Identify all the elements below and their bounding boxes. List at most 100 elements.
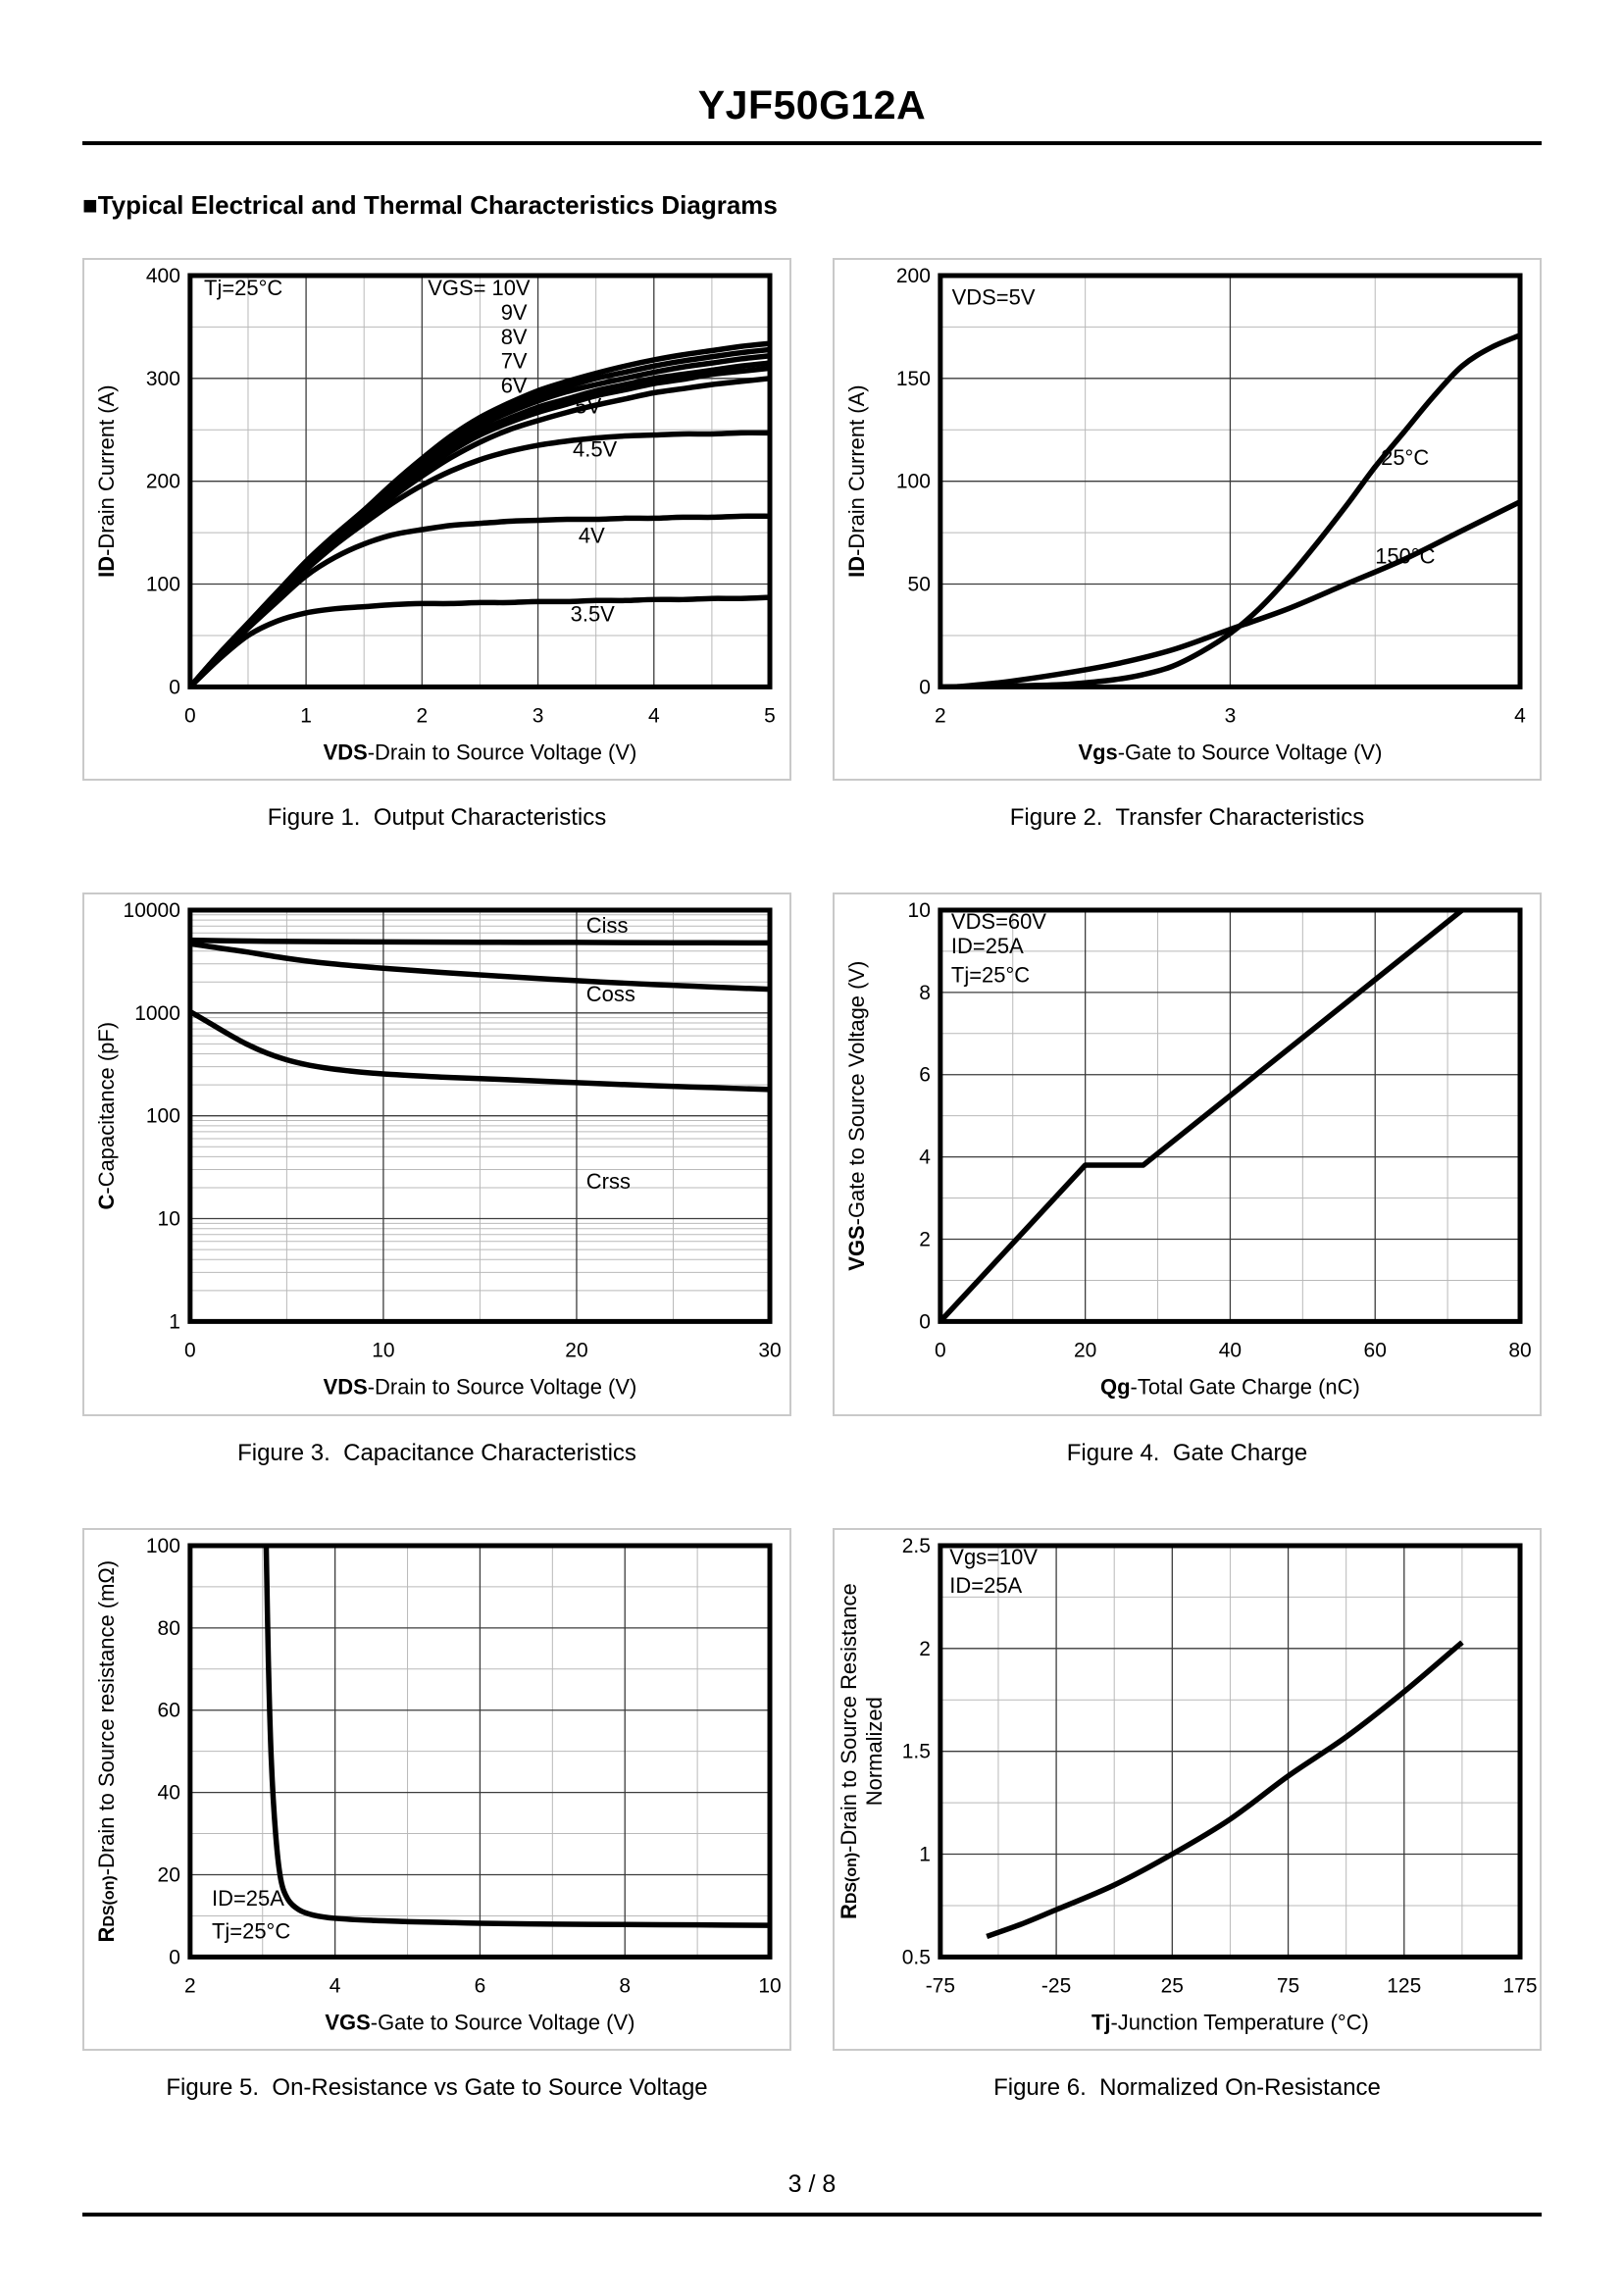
svg-text:4: 4: [919, 1147, 931, 1169]
svg-text:60: 60: [158, 1699, 180, 1721]
chart-panel-2: 2 3 4 0 50 100 150 200 Vgs-Gate to Source Voltag…: [833, 258, 1542, 782]
svg-text:Vgs=10V: Vgs=10V: [949, 1544, 1038, 1568]
svg-text:80: 80: [158, 1616, 180, 1639]
svg-text:6: 6: [475, 1974, 486, 1997]
svg-text:0: 0: [169, 676, 180, 698]
svg-text:5: 5: [764, 704, 776, 727]
svg-text:RDS(on)-Drain to Source resist: RDS(on)-Drain to Source resistance (mΩ): [94, 1559, 119, 1942]
chart-panel-1: 0 1 2 3 4 5 0 100 200 300 400 VDS-Drain to Source V…: [82, 258, 791, 782]
svg-text:1.5: 1.5: [902, 1740, 931, 1762]
figure-block-1: 0 1 2 3 4 5 0 100 200 300 400 VDS-Drain to Source V…: [82, 258, 791, 832]
section-heading: ■Typical Electrical and Thermal Characte…: [82, 190, 778, 220]
svg-text:6V: 6V: [501, 374, 528, 398]
svg-text:60: 60: [1364, 1340, 1387, 1362]
capacitance-characteristics-chart: 0 10 20 30 1 10 100 1000 10000 VDS-Drain to Sourc…: [94, 899, 782, 1400]
svg-text:4: 4: [648, 704, 660, 727]
svg-text:Normalized: Normalized: [862, 1697, 887, 1806]
svg-text:RDS(on)-Drain to Source Resist: RDS(on)-Drain to Source Resistance: [837, 1583, 861, 1919]
svg-text:0.5: 0.5: [902, 1946, 931, 1968]
page-number: 3 / 8: [787, 2169, 837, 2198]
transfer-characteristics-chart: 2 3 4 0 50 100 150 200 Vgs-Gate to Source Voltag…: [844, 265, 1526, 764]
svg-text:Ciss: Ciss: [586, 913, 629, 938]
svg-text:Tj=25°C: Tj=25°C: [204, 276, 282, 300]
svg-text:10: 10: [372, 1340, 394, 1362]
svg-text:40: 40: [158, 1781, 180, 1804]
svg-text:8V: 8V: [501, 325, 528, 349]
gate-charge-chart: 0 20 40 60 80 0 2 4 6 8 10 Qg-Total Gate Charge (nC…: [844, 899, 1532, 1400]
svg-text:10: 10: [758, 1974, 781, 1997]
svg-text:20: 20: [158, 1863, 180, 1886]
svg-text:VDS-Drain to Source Voltage (: VDS-Drain to Source Voltage (V): [324, 1375, 637, 1400]
svg-text:2: 2: [184, 1974, 196, 1997]
svg-text:100: 100: [896, 471, 931, 493]
svg-text:10: 10: [908, 899, 931, 922]
svg-text:10: 10: [158, 1208, 180, 1231]
chart-panel-4: 0 20 40 60 80 0 2 4 6 8 10 Qg-Total Gate Charge (nC…: [833, 892, 1542, 1416]
svg-text:8: 8: [619, 1974, 631, 1997]
svg-text:150: 150: [896, 368, 931, 390]
svg-text:75: 75: [1277, 1974, 1299, 1997]
svg-text:150°C: 150°C: [1375, 544, 1435, 569]
svg-text:0: 0: [169, 1946, 180, 1968]
svg-text:10000: 10000: [124, 899, 180, 922]
svg-text:20: 20: [1074, 1340, 1096, 1362]
svg-text:2: 2: [416, 704, 428, 727]
svg-text:VDS=5V: VDS=5V: [952, 284, 1036, 309]
svg-text:ID-Drain Current (A): ID-Drain Current (A): [844, 384, 869, 577]
svg-text:Qg-Total Gate Charge (nC): Qg-Total Gate Charge (nC): [1100, 1375, 1360, 1400]
svg-text:1: 1: [300, 704, 312, 727]
svg-text:7V: 7V: [501, 348, 528, 373]
figure-block-2: 2 3 4 0 50 100 150 200 Vgs-Gate to Source Voltag…: [833, 258, 1542, 832]
svg-text:Tj=25°C: Tj=25°C: [212, 1918, 290, 1943]
svg-text:VGS= 10V: VGS= 10V: [428, 276, 531, 300]
svg-text:4: 4: [330, 1974, 341, 1997]
svg-text:ID=25A: ID=25A: [949, 1573, 1022, 1598]
svg-text:1: 1: [169, 1311, 180, 1334]
svg-text:ID=25A: ID=25A: [212, 1885, 284, 1910]
svg-text:-75: -75: [926, 1974, 955, 1997]
svg-text:125: 125: [1387, 1974, 1421, 1997]
svg-text:Coss: Coss: [586, 982, 635, 1006]
svg-text:3: 3: [533, 704, 544, 727]
figure-caption-1: Figure 1. Output Characteristics: [267, 804, 607, 832]
svg-text:0: 0: [184, 1340, 196, 1362]
figures-grid: 0 1 2 3 4 5 0 100 200 300 400 VDS-Drain to Source V…: [82, 258, 1542, 2163]
title-divider: [82, 141, 1542, 145]
svg-text:Crss: Crss: [586, 1169, 631, 1194]
svg-text:30: 30: [758, 1340, 781, 1362]
svg-text:1000: 1000: [134, 1002, 180, 1025]
svg-text:2: 2: [919, 1229, 931, 1251]
svg-text:VDS-Drain to Source Voltage (V: VDS-Drain to Source Voltage (V): [324, 739, 637, 764]
normalized-on-resistance-chart: -75 -25 25 75 125 175 0.5 1 1.5 2 2.5 Tj-Junction T…: [837, 1534, 1538, 2033]
svg-text:20: 20: [565, 1340, 587, 1362]
svg-text:0: 0: [919, 1311, 931, 1334]
svg-text:VGS-Gate to Source Voltage (V): VGS-Gate to Source Voltage (V): [325, 2010, 634, 2034]
svg-text:25°C: 25°C: [1381, 445, 1429, 470]
figure-caption-5: Figure 5. On-Resistance vs Gate to Sourc…: [166, 2073, 708, 2101]
figure-caption-3: Figure 3. Capacitance Characteristics: [237, 1439, 636, 1466]
svg-text:400: 400: [146, 265, 180, 287]
svg-text:6: 6: [919, 1064, 931, 1087]
figure-block-4: 0 20 40 60 80 0 2 4 6 8 10 Qg-Total Gate Charge (nC…: [833, 892, 1542, 1466]
svg-text:2: 2: [935, 704, 946, 727]
chart-panel-5: 2 4 6 8 10 0 20 40 60 80 100 VGS-Gate to Source Vol…: [82, 1527, 791, 2051]
svg-text:80: 80: [1508, 1340, 1531, 1362]
chart-panel-3: 0 10 20 30 1 10 100 1000 10000 VDS-Drain to Sourc…: [82, 892, 791, 1416]
svg-text:Vgs-Gate to Source Voltage (V): Vgs-Gate to Source Voltage (V): [1078, 739, 1382, 764]
figure-caption-2: Figure 2. Transfer Characteristics: [1009, 804, 1365, 832]
svg-text:200: 200: [146, 471, 180, 493]
svg-text:100: 100: [146, 574, 180, 596]
svg-text:25: 25: [1161, 1974, 1184, 1997]
svg-text:-25: -25: [1041, 1974, 1071, 1997]
svg-text:300: 300: [146, 368, 180, 390]
svg-text:8: 8: [919, 982, 931, 1004]
svg-text:0: 0: [935, 1340, 946, 1362]
svg-text:2: 2: [919, 1637, 931, 1659]
svg-text:100: 100: [146, 1105, 180, 1128]
figure-caption-6: Figure 6. Normalized On-Resistance: [993, 2073, 1381, 2101]
svg-text:4: 4: [1514, 704, 1526, 727]
figure-block-5: 2 4 6 8 10 0 20 40 60 80 100 VGS-Gate to Source Vol…: [82, 1527, 791, 2102]
svg-text:Tj=25°C: Tj=25°C: [951, 963, 1030, 988]
svg-text:50: 50: [908, 574, 931, 596]
svg-text:200: 200: [896, 265, 931, 287]
